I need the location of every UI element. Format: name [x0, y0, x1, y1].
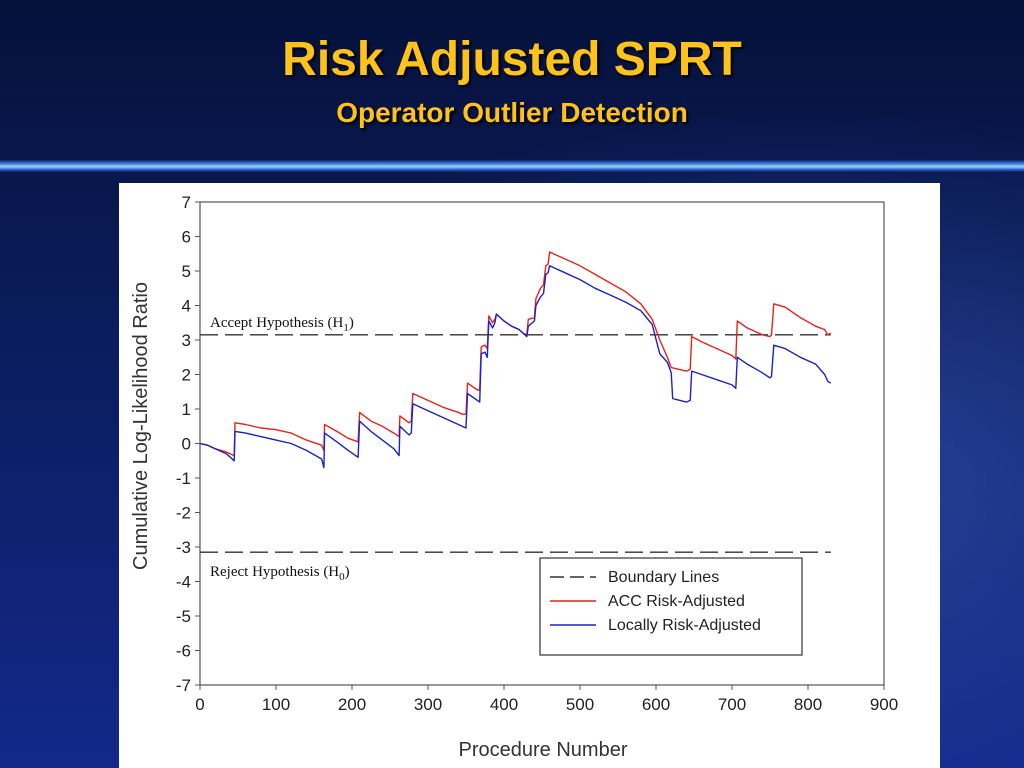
title-divider	[0, 160, 1024, 172]
y-tick-label: -6	[176, 642, 191, 661]
x-tick-label: 900	[870, 695, 898, 714]
boundary-label: Reject Hypothesis (H0)	[210, 564, 350, 583]
sprt-line-chart: 7 6 5 4 3 2 1 0 -1 -2 -3 -4 -5 -6 -7 0 100 200 300 400 500 6…	[130, 193, 898, 761]
slide-title: Risk Adjusted SPRT	[282, 33, 742, 86]
x-tick-label: 800	[794, 695, 822, 714]
x-tick-label: 100	[262, 695, 290, 714]
y-axis-ticks: 7 6 5 4 3 2 1 0 -1 -2 -3 -4 -5 -6 -7	[176, 193, 200, 695]
y-axis-label: Cumulative Log-Likelihood Ratio	[130, 282, 152, 570]
y-tick-label: 5	[182, 262, 191, 281]
x-tick-label: 500	[566, 695, 594, 714]
y-tick-label: 7	[182, 193, 191, 212]
series-line-acc-risk-adjusted	[199, 251, 832, 457]
x-axis-label: Procedure Number	[459, 739, 628, 761]
x-tick-label: 600	[642, 695, 670, 714]
series-line-locally-risk-adjusted	[199, 265, 832, 469]
y-tick-label: -7	[176, 676, 191, 695]
y-tick-label: 0	[182, 435, 191, 454]
y-tick-label: -4	[176, 573, 191, 592]
series-lines	[199, 251, 832, 469]
x-tick-label: 700	[718, 695, 746, 714]
y-tick-label: 4	[182, 297, 191, 316]
boundary-label: Accept Hypothesis (H1)	[210, 315, 354, 334]
y-tick-label: -2	[176, 504, 191, 523]
x-axis-ticks: 0 100 200 300 400 500 600 700 800 900	[195, 685, 898, 714]
y-tick-label: 2	[182, 366, 191, 385]
legend: Boundary Lines ACC Risk-Adjusted Locally R…	[539, 557, 803, 656]
x-tick-label: 200	[338, 695, 366, 714]
slide-subtitle: Operator Outlier Detection	[336, 97, 688, 128]
legend-entry: ACC Risk-Adjusted	[608, 593, 745, 610]
x-tick-label: 0	[195, 695, 204, 714]
x-tick-label: 300	[414, 695, 442, 714]
chart-panel: 7 6 5 4 3 2 1 0 -1 -2 -3 -4 -5 -6 -7 0 100 200 300 400 500 6…	[119, 183, 940, 768]
y-tick-label: -5	[176, 607, 191, 626]
x-tick-label: 400	[490, 695, 518, 714]
y-tick-label: 6	[182, 228, 191, 247]
y-tick-label: 1	[182, 400, 191, 419]
y-tick-label: -1	[176, 469, 191, 488]
legend-entry: Locally Risk-Adjusted	[608, 617, 761, 634]
legend-entry: Boundary Lines	[608, 569, 719, 586]
y-tick-label: 3	[182, 331, 191, 350]
boundary-lines: Accept Hypothesis (H1) Reject Hypothesis …	[200, 315, 831, 583]
legend-box	[539, 557, 803, 656]
y-tick-label: -3	[176, 538, 191, 557]
